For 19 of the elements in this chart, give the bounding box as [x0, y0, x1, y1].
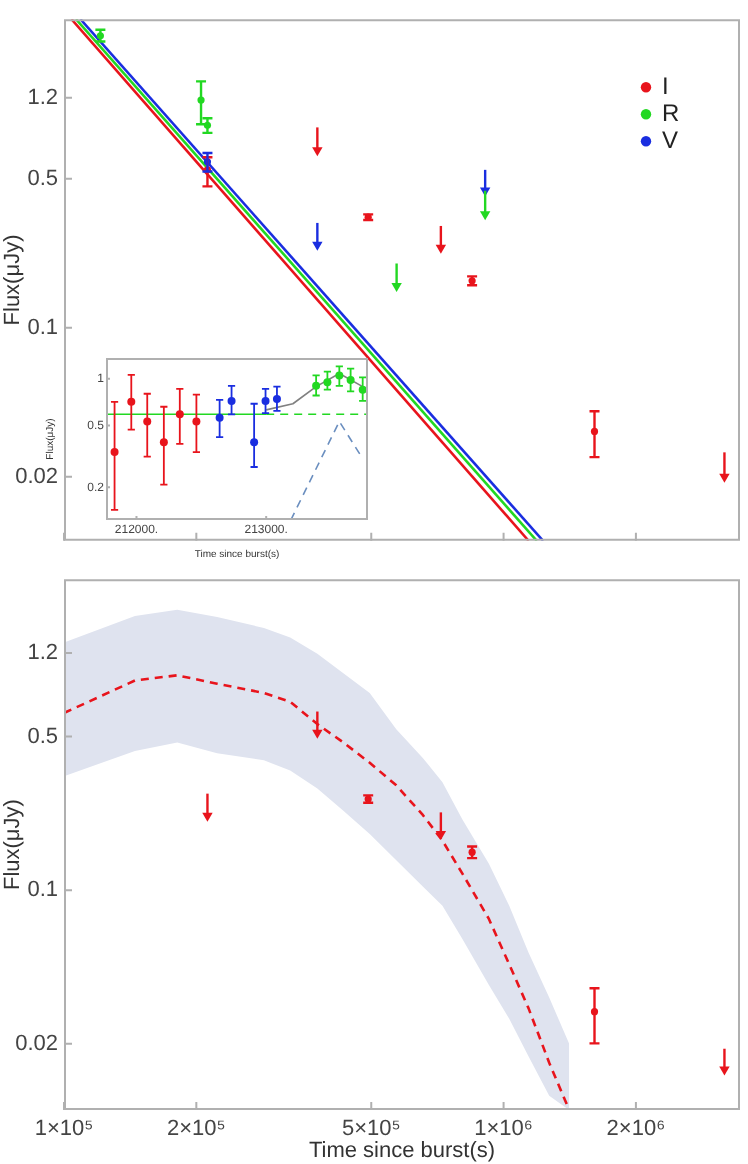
x-tick-label: 1×10⁵ [34, 1117, 94, 1142]
x-tick-label: 2×10⁶ [606, 1117, 666, 1142]
y-axis-title: Flux(μJy) [1, 799, 26, 891]
x-axis-title: Time since burst(s) [308, 1138, 496, 1163]
y-axis-title: Flux(μJy) [1, 234, 26, 326]
y-tick-label: 0.02 [15, 1031, 58, 1056]
x-tick-label: 5×10⁵ [341, 1117, 401, 1142]
y-tick-label: 0.5 [27, 166, 58, 191]
y-tick-label: 0.5 [27, 724, 58, 749]
y-tick-label: 0.1 [27, 315, 58, 340]
legend-label: V [662, 125, 679, 154]
x-tick-label: 2×10⁵ [166, 1117, 226, 1142]
x-tick-label: 1×10⁶ [474, 1117, 533, 1142]
legend-label: I [662, 71, 669, 100]
y-tick-label: 0.1 [27, 878, 58, 903]
y-tick-label: 1.2 [27, 85, 58, 110]
y-tick-label: 1.2 [27, 641, 58, 666]
y-tick-label: 0.02 [15, 464, 58, 489]
legend-label: R [662, 98, 680, 127]
